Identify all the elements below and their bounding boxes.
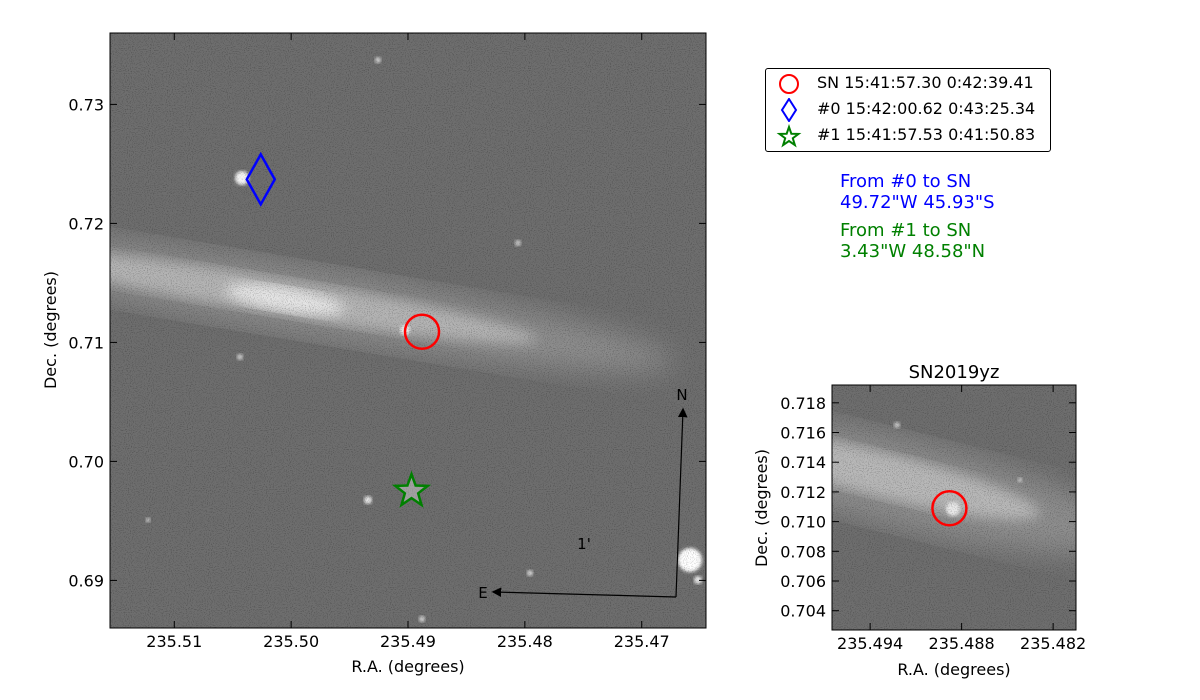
legend-item-host0: #0 15:42:00.62 0:43:25.34 — [766, 97, 1050, 123]
inset-markers — [931, 489, 968, 527]
scale-label: 1' — [577, 535, 591, 553]
main-panel: 235.51 235.50 235.49 235.48 235.47 0.69 0.70 0.… — [41, 32, 707, 676]
legend-item-host1: #1 15:41:57.53 0:41:50.83 — [766, 123, 1050, 149]
x-tick-label: 235.48 — [497, 632, 553, 651]
y-tick-label: 0.72 — [68, 214, 104, 233]
offset-host1-title: From #1 to SN — [840, 220, 972, 241]
diamond-icon — [780, 98, 798, 122]
main-sky-image — [110, 33, 706, 628]
legend-item-sn: SN 15:41:57.30 0:42:39.41 — [766, 71, 1050, 97]
inset-plot-frame — [831, 384, 1077, 631]
y-tick-label: 0.73 — [68, 95, 104, 114]
y-tick-label: 0.712 — [780, 483, 826, 502]
y-tick-label: 0.716 — [780, 424, 826, 443]
y-tick-label: 0.718 — [780, 394, 826, 413]
inset-axis-ticks: 235.494 235.488 235.482 0.704 0.706 0.708 0.71… — [780, 385, 1086, 653]
legend-label: #0 15:42:00.62 0:43:25.34 — [817, 99, 1036, 118]
x-tick-label: 235.494 — [837, 634, 903, 653]
y-tick-label: 0.71 — [68, 333, 104, 352]
main-xlabel: R.A. (degrees) — [351, 657, 464, 676]
y-tick-label: 0.706 — [780, 572, 826, 591]
offset-host0-value: 49.72"W 45.93"S — [840, 192, 995, 213]
sn-marker — [403, 313, 441, 350]
east-label: E — [478, 584, 487, 602]
legend: SN 15:41:57.30 0:42:39.41 #0 15:42:00.62… — [765, 68, 1051, 152]
x-tick-label: 235.51 — [146, 632, 202, 651]
x-tick-label: 235.49 — [380, 632, 436, 651]
circle-icon — [779, 74, 799, 94]
east-arrow — [491, 587, 677, 598]
main-markers — [245, 151, 441, 508]
offset-host0: From #0 to SN 49.72"W 45.93"S — [840, 171, 995, 213]
main-ylabel: Dec. (degrees) — [41, 271, 60, 389]
main-axis-ticks: 235.51 235.50 235.49 235.48 235.47 0.69 0.70 0.… — [68, 33, 706, 651]
y-tick-label: 0.70 — [68, 452, 104, 471]
x-tick-label: 235.47 — [614, 632, 670, 651]
inset-xlabel: R.A. (degrees) — [897, 660, 1010, 679]
x-tick-label: 235.482 — [1020, 634, 1086, 653]
sn-marker — [931, 489, 968, 527]
legend-label: #1 15:41:57.53 0:41:50.83 — [817, 125, 1036, 144]
inset-title: SN2019yz — [909, 362, 1000, 383]
inset-ylabel: Dec. (degrees) — [752, 449, 771, 567]
offset-host0-title: From #0 to SN — [840, 171, 972, 192]
offset-host1: From #1 to SN 3.43"W 48.58"N — [840, 220, 985, 262]
north-label: N — [676, 386, 687, 404]
star-icon — [776, 124, 802, 148]
legend-label: SN 15:41:57.30 0:42:39.41 — [817, 73, 1034, 92]
offset-host1-value: 3.43"W 48.58"N — [840, 241, 986, 262]
inset-sky-image — [832, 385, 1076, 630]
y-tick-label: 0.708 — [780, 542, 826, 561]
x-tick-label: 235.488 — [929, 634, 995, 653]
host1-marker — [391, 470, 432, 508]
inset-panel: 235.494 235.488 235.482 0.704 0.706 0.708 0.71… — [752, 362, 1086, 679]
y-tick-label: 0.710 — [780, 513, 826, 532]
north-arrow — [675, 407, 688, 598]
host0-marker — [245, 151, 277, 207]
y-tick-label: 0.714 — [780, 453, 826, 472]
x-tick-label: 235.50 — [263, 632, 319, 651]
compass: N E 1' — [478, 386, 687, 602]
y-tick-label: 0.704 — [780, 602, 826, 621]
y-tick-label: 0.69 — [68, 571, 104, 590]
